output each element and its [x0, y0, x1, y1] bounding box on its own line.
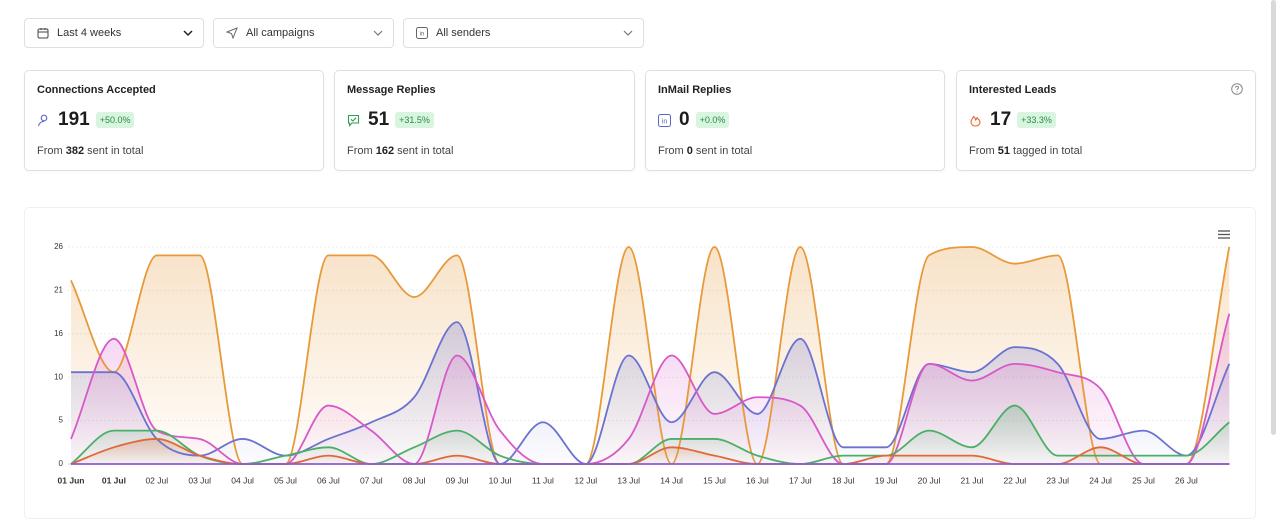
x-tick-label: 23 Jul	[1046, 475, 1069, 485]
x-tick-label: 06 Jul	[317, 475, 340, 485]
card-value: 0	[679, 109, 690, 130]
sub-prefix: From	[37, 145, 63, 157]
x-tick-label: 03 Jul	[188, 475, 211, 485]
stat-card: Interested Leads 17 +33.3% From 51 tagge…	[956, 70, 1256, 171]
card-title: InMail Replies	[658, 84, 732, 96]
change-badge: +33.3%	[1017, 112, 1056, 128]
y-tick-label: 16	[54, 329, 63, 338]
sub-prefix: From	[969, 145, 995, 157]
sub-suffix: sent in total	[695, 145, 753, 157]
change-badge: +31.5%	[395, 112, 434, 128]
x-tick-label: 11 Jul	[532, 475, 554, 485]
card-row: 191 +50.0%	[37, 109, 135, 131]
x-tick-label: 16 Jul	[746, 475, 769, 485]
card-value: 191	[58, 109, 90, 130]
x-tick-label: 24 Jul	[1089, 475, 1112, 485]
card-value: 51	[368, 109, 390, 130]
sub-suffix: sent in total	[87, 145, 144, 157]
scrollbar[interactable]	[1271, 0, 1276, 435]
x-tick-label: 04 Jul	[231, 475, 254, 485]
series-line	[70, 404, 1230, 465]
linkedin-icon: in	[658, 113, 671, 127]
x-tick-label: 01 Jul	[102, 475, 126, 485]
chevron	[623, 30, 633, 36]
card-value: 17	[990, 109, 1012, 130]
menu-icon[interactable]	[1218, 230, 1230, 239]
change-badge: +50.0%	[95, 112, 135, 128]
chart-panel	[24, 207, 1256, 519]
fire-icon	[970, 115, 981, 127]
x-tick-label: 21 Jul	[961, 475, 984, 485]
stat-card: Message Replies 51 +31.5% From 162 sent …	[334, 70, 635, 171]
x-tick-label: 18 Jul	[832, 475, 855, 485]
send-icon	[226, 27, 238, 39]
x-tick-label: 02 Jul	[145, 475, 168, 485]
card-title: Connections Accepted	[37, 84, 156, 96]
card-title: Interested Leads	[969, 84, 1057, 96]
card-sub: From 162 sent in total	[347, 145, 453, 157]
stat-card: Connections Accepted 191 +50.0% From 382…	[24, 70, 324, 171]
x-tick-label: 26 Jul	[1175, 475, 1198, 485]
x-tick-label: 15 Jul	[703, 475, 726, 485]
sub-number: 162	[375, 145, 395, 157]
area-fill	[71, 405, 1230, 464]
date-filter[interactable]: Last 4 weeks	[24, 18, 204, 48]
y-tick-label: 21	[54, 286, 63, 295]
calendar-icon	[37, 28, 49, 39]
sub-number: 51	[997, 145, 1010, 157]
y-tick-label: 10	[54, 372, 63, 381]
linkedin-icon: in	[416, 27, 428, 39]
x-tick-label: 22 Jul	[1003, 475, 1026, 485]
user-icon	[37, 114, 48, 126]
sub-prefix: From	[658, 145, 684, 157]
change-badge: +0.0%	[695, 112, 730, 128]
card-row: 51 +31.5%	[347, 109, 434, 131]
x-tick-label: 10 Jul	[489, 475, 512, 485]
chevron	[183, 30, 193, 37]
y-tick-label: 5	[59, 416, 64, 425]
svg-text:in: in	[662, 118, 668, 125]
x-tick-label: 05 Jul	[274, 475, 297, 485]
card-sub: From 382 sent in total	[37, 145, 143, 157]
x-tick-label: 17 Jul	[789, 475, 812, 485]
campaign-filter[interactable]: All campaigns	[213, 18, 394, 48]
x-tick-label: 14 Jul	[660, 475, 683, 485]
x-tick-label: 01 Jun	[58, 475, 85, 485]
stat-card: InMail Replies in 0 +0.0% From 0 sent in…	[645, 70, 945, 171]
help-icon[interactable]	[1231, 83, 1243, 95]
filter-label: All campaigns	[246, 27, 315, 39]
y-tick-label: 26	[54, 242, 63, 251]
x-tick-label: 20 Jul	[918, 475, 941, 485]
x-tick-label: 07 Jul	[360, 475, 383, 485]
svg-text:in: in	[420, 32, 425, 38]
sub-number: 0	[686, 145, 693, 157]
area-fill	[71, 438, 1230, 464]
card-row: 17 +33.3%	[969, 109, 1056, 131]
x-tick-label: 08 Jul	[403, 475, 426, 485]
y-tick-label: 0	[59, 459, 64, 468]
card-sub: From 0 sent in total	[658, 145, 752, 157]
x-tick-label: 25 Jul	[1132, 475, 1155, 485]
card-row: in 0 +0.0%	[658, 109, 730, 131]
card-title: Message Replies	[347, 84, 436, 96]
message-icon	[347, 114, 360, 127]
sub-number: 382	[65, 145, 85, 157]
sender-filter[interactable]: in All senders	[403, 18, 644, 48]
x-tick-label: 09 Jul	[446, 475, 469, 485]
sub-suffix: tagged in total	[1013, 145, 1083, 157]
sub-prefix: From	[347, 145, 373, 157]
chevron	[373, 30, 383, 36]
filter-label: All senders	[436, 27, 491, 39]
x-tick-label: 12 Jul	[574, 475, 597, 485]
filter-label: Last 4 weeks	[57, 27, 122, 39]
sub-suffix: sent in total	[397, 145, 454, 157]
x-tick-label: 13 Jul	[617, 475, 640, 485]
x-tick-label: 19 Jul	[875, 475, 898, 485]
card-sub: From 51 tagged in total	[969, 145, 1082, 157]
